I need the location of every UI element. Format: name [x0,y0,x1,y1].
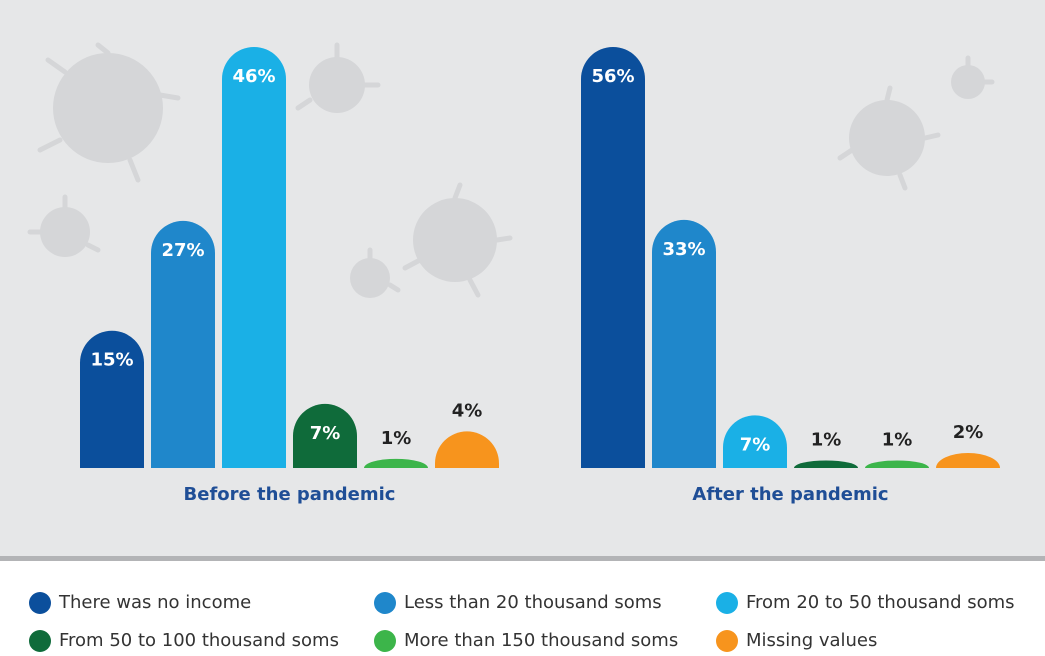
bar [723,415,787,468]
legend-marker [29,592,51,614]
bar [581,47,645,468]
virus-decoration [27,42,995,298]
bar [794,460,858,468]
bar [151,220,215,468]
legend-marker [29,630,51,652]
bar [364,458,428,468]
group-label: After the pandemic [692,484,888,505]
legend-label: From 20 to 50 thousand soms [746,592,1015,613]
legend-label: Less than 20 thousand soms [404,592,662,613]
value-label: 56% [591,66,634,87]
value-label: 4% [452,400,483,421]
legend-marker [374,630,396,652]
value-label: 33% [662,239,705,260]
legend-label: Missing values [746,630,877,651]
value-label: 27% [161,240,204,261]
value-label: 1% [882,429,913,450]
divider [0,556,1045,561]
bar [936,452,1000,468]
value-label: 7% [310,423,341,444]
group-label: Before the pandemic [184,484,396,505]
bar [652,219,716,468]
bar [435,431,499,468]
bar [222,47,286,468]
value-label: 7% [740,434,771,455]
bar [80,330,144,468]
value-label: 15% [90,350,133,371]
legend-marker [374,592,396,614]
legend-label: More than 150 thousand soms [404,630,678,651]
value-label: 46% [232,66,275,87]
legend-marker [716,592,738,614]
value-label: 2% [953,422,984,443]
bar [293,403,357,468]
value-label: 1% [811,429,842,450]
legend-marker [716,630,738,652]
value-label: 1% [381,428,412,449]
legend-label: There was no income [58,592,251,613]
bar [865,460,929,468]
legend-label: From 50 to 100 thousand soms [59,630,339,651]
